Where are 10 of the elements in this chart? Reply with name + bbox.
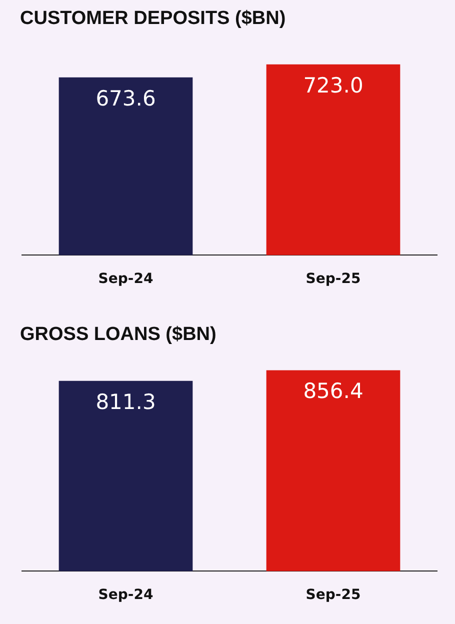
chart-title: CUSTOMER DEPOSITS ($BN)	[20, 8, 286, 30]
data-label: 811.3	[96, 390, 156, 414]
x-tick-label: Sep-24	[98, 587, 154, 604]
chart-title: GROSS LOANS ($BN)	[20, 324, 216, 346]
data-label: 723.0	[303, 73, 364, 98]
x-tick-label: Sep-24	[98, 271, 154, 288]
data-label: 673.6	[96, 86, 156, 110]
x-tick-label: Sep-25	[306, 271, 361, 288]
x-tick-label: Sep-25	[306, 587, 361, 604]
data-label: 856.4	[303, 379, 364, 404]
